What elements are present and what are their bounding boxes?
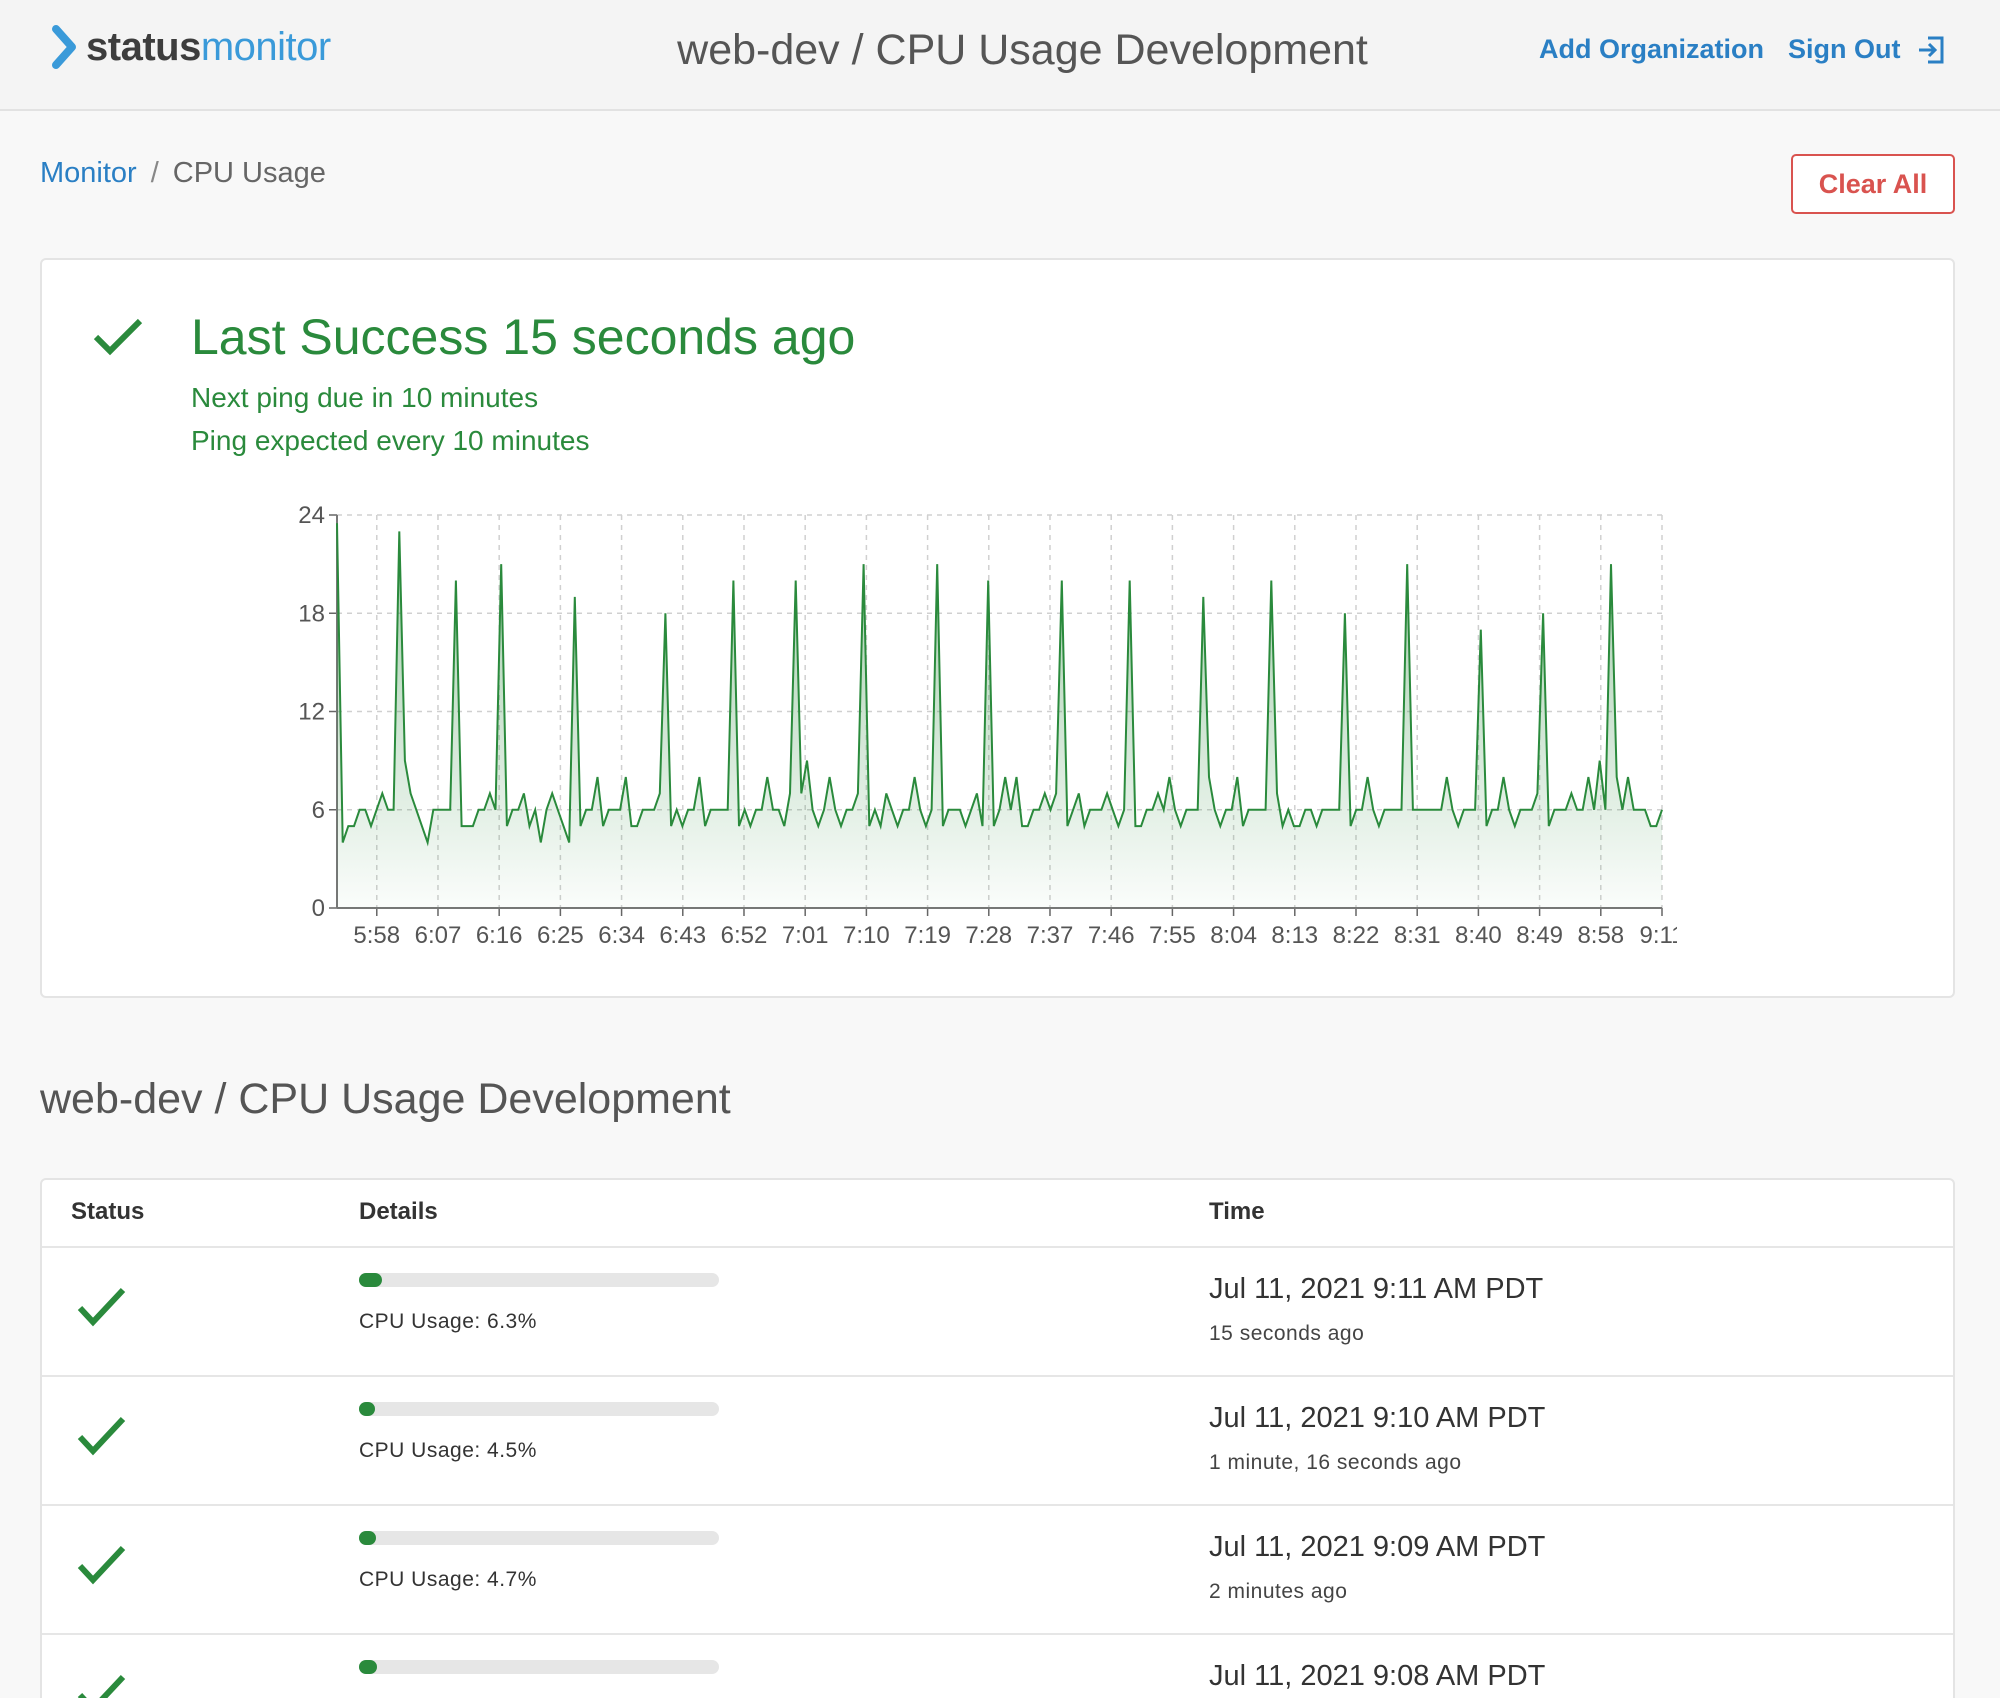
y-tick-label: 24 xyxy=(298,502,325,529)
check-icon xyxy=(77,1416,126,1456)
x-tick-label: 7:46 xyxy=(1088,922,1135,949)
column-header-details: Details xyxy=(359,1198,438,1225)
breadcrumb-monitor-link[interactable]: Monitor xyxy=(40,157,137,189)
x-tick-label: 8:58 xyxy=(1577,922,1624,949)
cpu-progress-bar xyxy=(359,1531,719,1545)
x-tick-label: 7:01 xyxy=(782,922,829,949)
x-tick-label: 6:16 xyxy=(476,922,523,949)
y-tick-label: 12 xyxy=(298,699,325,726)
header-divider xyxy=(42,1246,1953,1248)
sign-out-label: Sign Out xyxy=(1788,34,1901,64)
ping-time: Jul 11, 2021 9:10 AM PDT xyxy=(1209,1402,1546,1434)
cpu-usage-text: CPU Usage: 4.5% xyxy=(359,1439,537,1462)
ping-interval-text: Ping expected every 10 minutes xyxy=(191,425,590,456)
ping-time: Jul 11, 2021 9:09 AM PDT xyxy=(1209,1531,1546,1563)
page-title: web-dev / CPU Usage Development xyxy=(677,26,1368,74)
ping-relative-time: 15 seconds ago xyxy=(1209,1322,1365,1345)
y-tick-label: 18 xyxy=(298,600,325,627)
x-tick-label: 8:22 xyxy=(1333,922,1380,949)
x-tick-label: 7:28 xyxy=(965,922,1012,949)
ping-relative-time: 1 minute, 16 seconds ago xyxy=(1209,1451,1462,1474)
x-tick-label: 7:37 xyxy=(1027,922,1074,949)
last-success-title: Last Success 15 seconds ago xyxy=(191,309,856,365)
cpu-progress-bar xyxy=(359,1402,719,1416)
x-tick-label: 6:07 xyxy=(415,922,462,949)
x-tick-label: 6:25 xyxy=(537,922,584,949)
x-tick-label: 6:34 xyxy=(598,922,645,949)
top-header: statusmonitor web-dev / CPU Usage Develo… xyxy=(0,0,2000,111)
x-tick-label: 8:13 xyxy=(1271,922,1318,949)
cpu-usage-chart: 5:58 6:07 6:16 6:25 6:34 6:43 6:52 7:01 7:10 7:19… xyxy=(298,502,1677,949)
clear-all-button[interactable]: Clear All xyxy=(1791,154,1955,214)
x-tick-label: 7:19 xyxy=(904,922,951,949)
cpu-progress-fill xyxy=(359,1273,382,1287)
x-tick-label: 6:43 xyxy=(659,922,706,949)
section-title: web-dev / CPU Usage Development xyxy=(40,1075,731,1123)
x-tick-label: 6:52 xyxy=(721,922,768,949)
cpu-progress-bar xyxy=(359,1660,719,1674)
x-tick-label: 8:49 xyxy=(1516,922,1563,949)
sign-out-icon xyxy=(1919,36,1944,63)
check-icon xyxy=(77,1674,126,1698)
breadcrumb: Monitor / CPU Usage xyxy=(40,157,326,190)
table-row[interactable]: CPU Usage: 4.5% Jul 11, 2021 9:10 AM PDT… xyxy=(42,1377,1953,1506)
status-panel: Last Success 15 seconds ago Next ping du… xyxy=(40,258,1955,998)
chevron-right-icon xyxy=(52,25,76,69)
next-ping-text: Next ping due in 10 minutes xyxy=(191,382,539,413)
column-header-time: Time xyxy=(1209,1198,1265,1225)
ping-table: Status Details Time CPU Usage: 6.3% Jul … xyxy=(40,1178,1955,1698)
logo-text-monitor: monitor xyxy=(200,24,331,69)
ping-time: Jul 11, 2021 9:11 AM PDT xyxy=(1209,1273,1544,1305)
cpu-progress-fill xyxy=(359,1531,376,1545)
check-icon xyxy=(93,318,143,356)
cpu-usage-text: CPU Usage: 6.3% xyxy=(359,1310,537,1333)
ping-time: Jul 11, 2021 9:08 AM PDT xyxy=(1209,1660,1546,1692)
cpu-usage-text: CPU Usage: 4.7% xyxy=(359,1568,537,1591)
cpu-progress-fill xyxy=(359,1660,377,1674)
breadcrumb-separator: / xyxy=(150,157,159,189)
breadcrumb-current: CPU Usage xyxy=(172,157,326,189)
x-tick-label: 8:04 xyxy=(1210,922,1257,949)
y-tick-label: 0 xyxy=(312,895,325,922)
logo[interactable]: statusmonitor xyxy=(50,22,331,72)
add-organization-link[interactable]: Add Organization xyxy=(1539,34,1764,64)
cpu-progress-bar xyxy=(359,1273,719,1287)
check-icon xyxy=(77,1287,126,1327)
x-tick-label: 7:10 xyxy=(843,922,890,949)
x-tick-label: 8:31 xyxy=(1394,922,1441,949)
y-tick-label: 6 xyxy=(312,797,325,824)
logo-text-status: status xyxy=(86,24,201,69)
series-line xyxy=(336,523,1663,847)
column-header-status: Status xyxy=(71,1198,145,1225)
x-tick-label: 9:11 xyxy=(1640,922,1677,949)
table-row[interactable]: CPU Usage: 6.3% Jul 11, 2021 9:11 AM PDT… xyxy=(42,1248,1953,1377)
series-area xyxy=(337,523,1662,908)
ping-relative-time: 2 minutes ago xyxy=(1209,1580,1348,1603)
x-tick-label: 8:40 xyxy=(1455,922,1502,949)
check-icon xyxy=(77,1545,126,1585)
sign-out-link[interactable]: Sign Out xyxy=(1788,34,1946,65)
x-tick-label: 5:58 xyxy=(353,922,400,949)
cpu-progress-fill xyxy=(359,1402,376,1416)
table-row[interactable]: CPU Usage: 4.7% Jul 11, 2021 9:09 AM PDT… xyxy=(42,1506,1953,1635)
table-row[interactable]: Jul 11, 2021 9:08 AM PDT xyxy=(42,1635,1953,1698)
x-tick-label: 7:55 xyxy=(1149,922,1196,949)
